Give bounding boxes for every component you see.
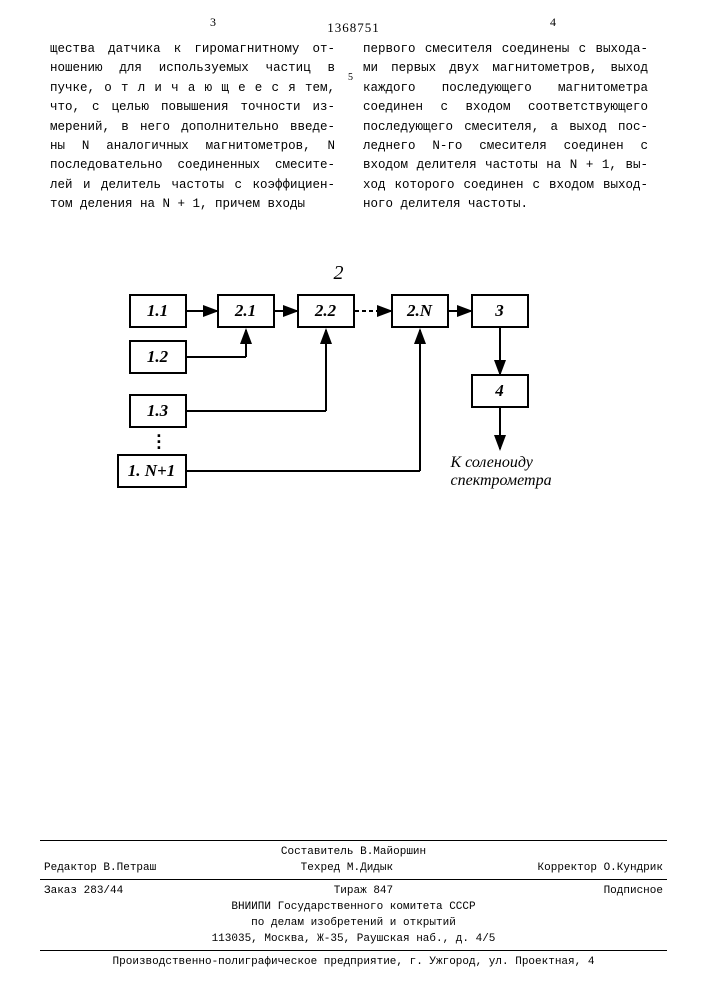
- column-right: первого смесителя соединены с выхода-ми …: [363, 40, 648, 214]
- compiler-label: Составитель: [281, 846, 354, 858]
- addr-line1: 113035, Москва, Ж-35, Раушская наб., д. …: [40, 931, 667, 947]
- order-cell: Заказ 283/44: [44, 885, 123, 897]
- compiler-row: Составитель В.Майоршин: [40, 844, 667, 860]
- corrector-cell: Корректор О.Кундрик: [538, 862, 663, 874]
- editor-name: В.Петраш: [103, 862, 156, 874]
- org-line2: по делам изобретений и открытий: [40, 915, 667, 931]
- tech-label: Техред: [301, 862, 341, 874]
- compiler-name: В.Майоршин: [360, 846, 426, 858]
- org-line1: ВНИИПИ Государственного комитета СССР: [40, 899, 667, 915]
- footer-colophon: Составитель В.Майоршин Редактор В.Петраш…: [40, 837, 667, 970]
- subscribe-cell: Подписное: [604, 885, 663, 897]
- tirazh-cell: Тираж 847: [334, 885, 393, 897]
- column-left: щества датчика к гиромагнитному от-ношен…: [50, 40, 335, 214]
- order-num: 283/44: [84, 885, 124, 897]
- diagram-annotation: К соленоиду спектрометра: [451, 454, 552, 489]
- annotation-line1: К соленоиду: [451, 454, 533, 471]
- corrector-name: О.Кундрик: [604, 862, 663, 874]
- tech-name: М.Дидык: [347, 862, 393, 874]
- page: 3 4 1368751 5 щества датчика к гиромагни…: [0, 0, 707, 1000]
- order-row: Заказ 283/44 Тираж 847 Подписное: [40, 883, 667, 899]
- credits-row: Редактор В.Петраш Техред М.Дидык Коррект…: [40, 860, 667, 876]
- annotation-line2: спектрометра: [451, 472, 552, 489]
- tech-cell: Техред М.Дидык: [301, 862, 393, 874]
- corrector-label: Корректор: [538, 862, 597, 874]
- order-label: Заказ: [44, 885, 77, 897]
- document-number: 1368751: [0, 20, 707, 36]
- block-diagram: 2 1.1 1.2 1.3 1. N+1 2.1 2.2 2.N 3 4 ···: [99, 254, 619, 524]
- tirazh-num: 847: [373, 885, 393, 897]
- editor-label: Редактор: [44, 862, 97, 874]
- editor-cell: Редактор В.Петраш: [44, 862, 156, 874]
- text-columns: щества датчика к гиромагнитному от-ношен…: [50, 40, 667, 214]
- tirazh-label: Тираж: [334, 885, 367, 897]
- addr-line2: Производственно-полиграфическое предприя…: [40, 954, 667, 970]
- margin-ref-5: 5: [348, 72, 353, 83]
